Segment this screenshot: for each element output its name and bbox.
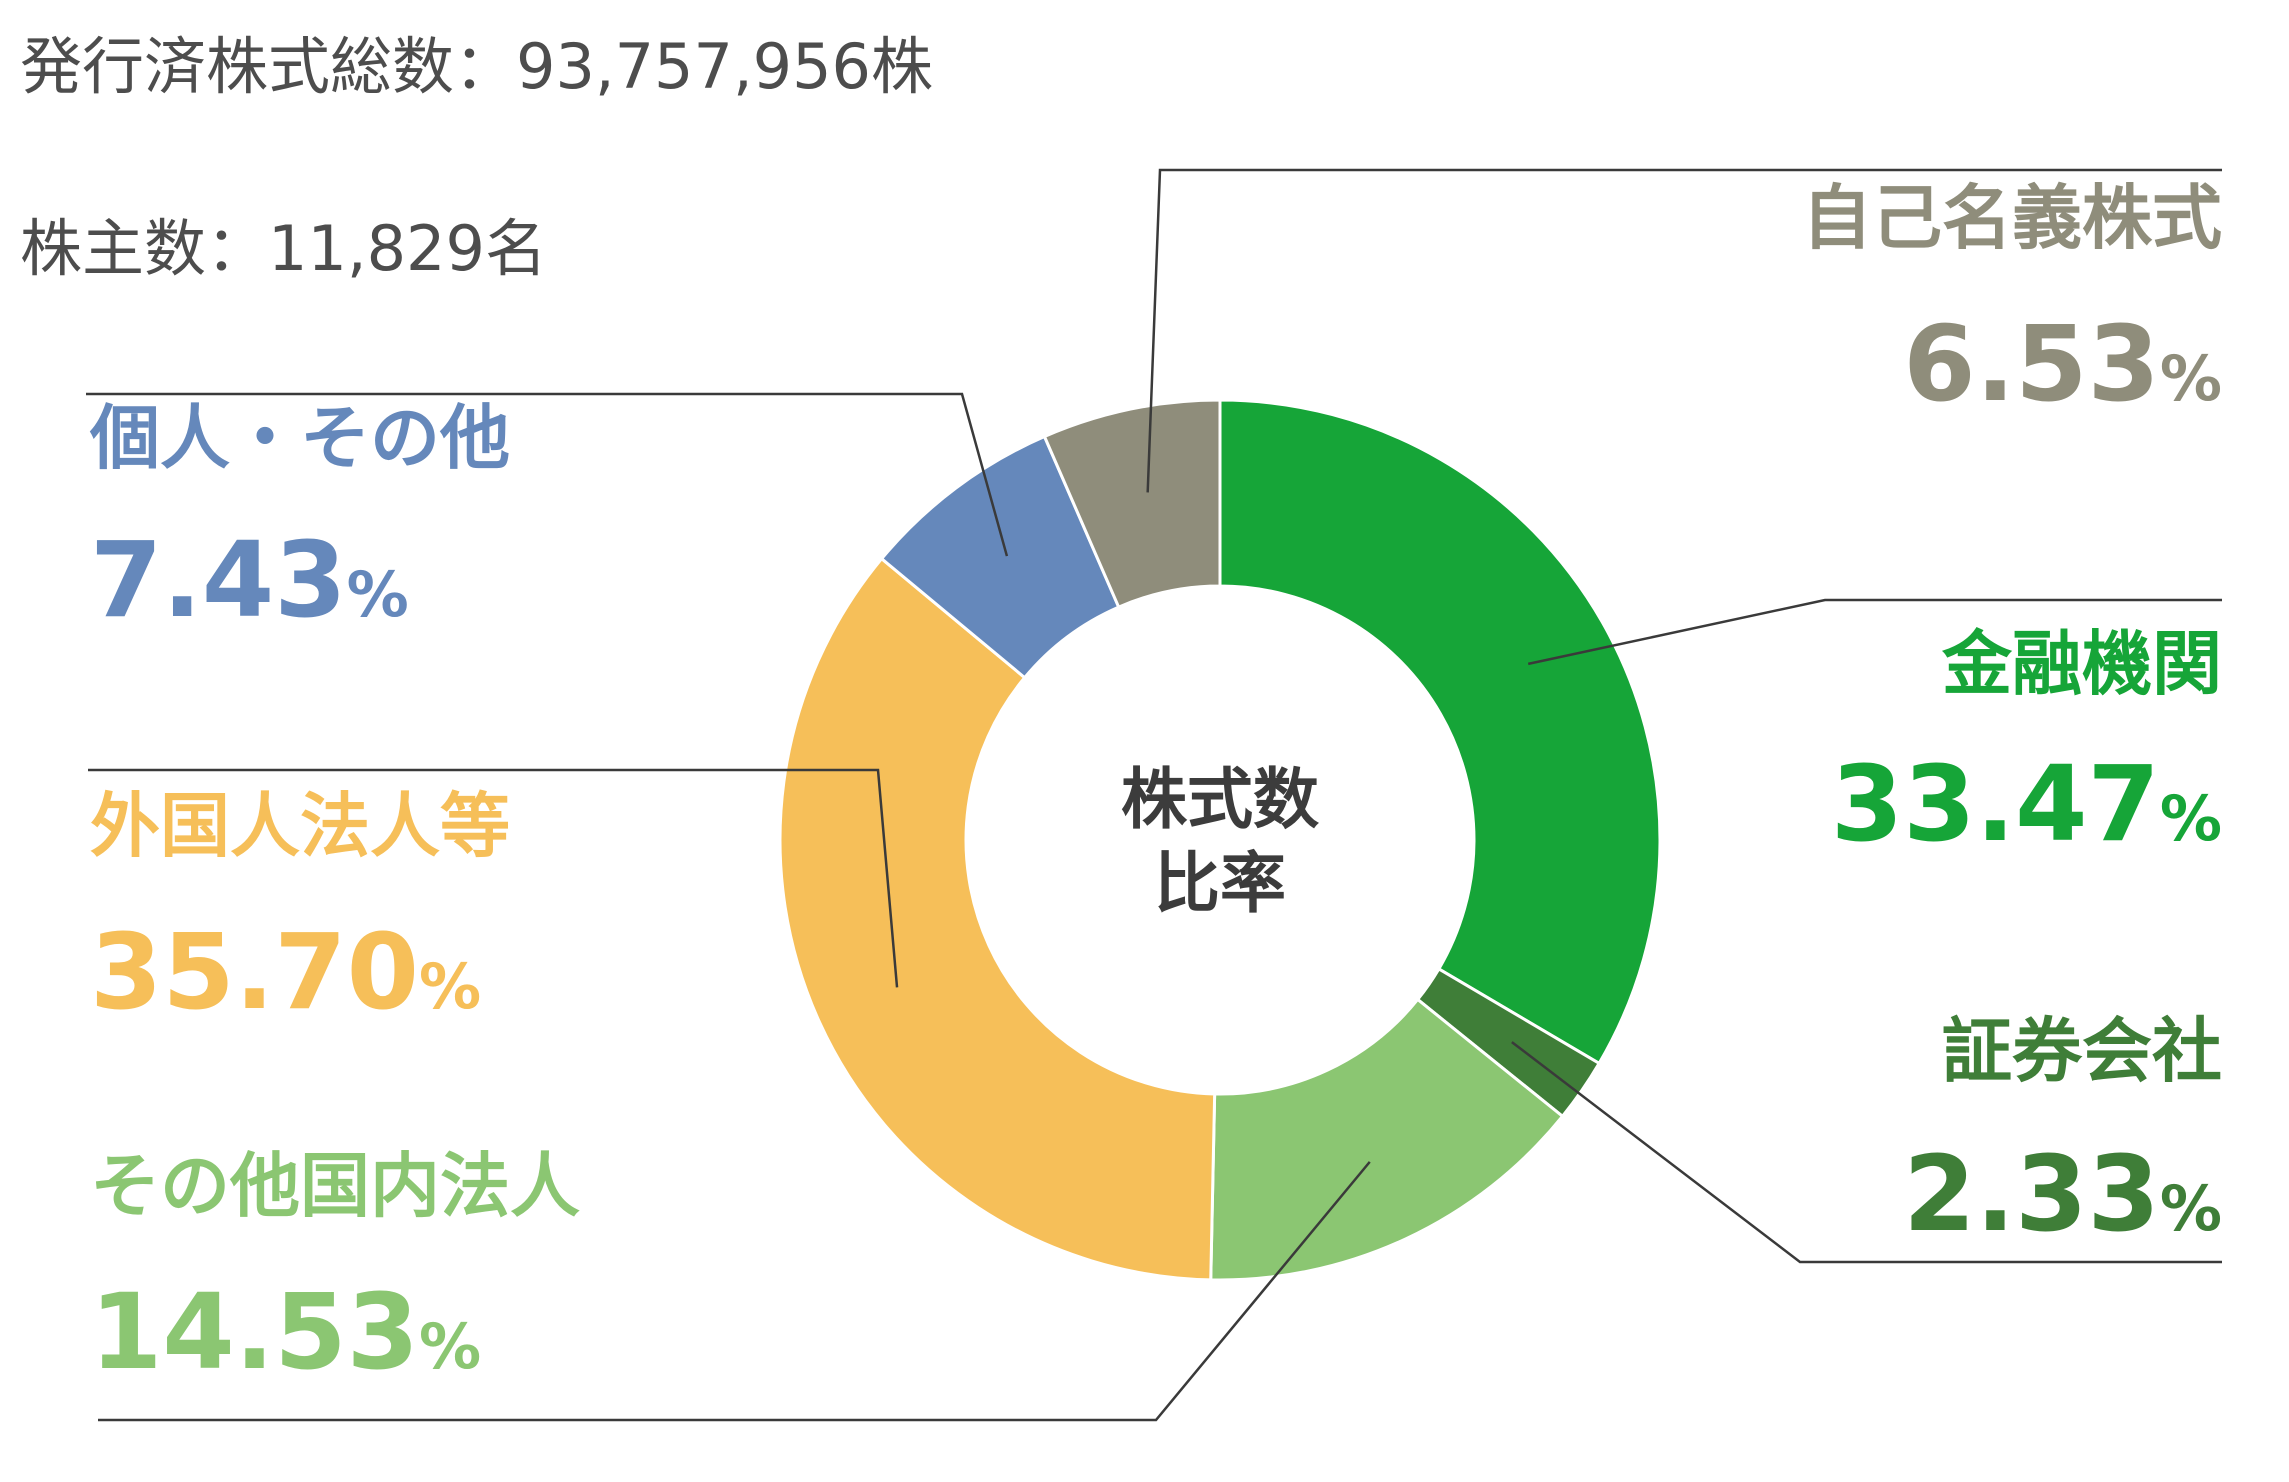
shareholders-count-text: 株主数：11,829名 <box>20 212 547 285</box>
financial-percent-label: 33.47% <box>1831 743 2222 865</box>
other-domestic-percent-label: 14.53% <box>90 1271 481 1393</box>
individual-percent-label: 7.43% <box>90 519 409 641</box>
financial-leader-line <box>1527 598 2222 666</box>
securities-percent-label: 2.33% <box>1903 1133 2222 1255</box>
other-domestic-leader-line <box>98 1161 1371 1422</box>
financial-category-label: 金融機関 <box>1941 623 2222 705</box>
individual-category-label: 個人・その他 <box>89 397 510 479</box>
securities-category-label: 証券会社 <box>1942 1010 2222 1092</box>
treasury-leader-line <box>1146 168 2222 493</box>
seg-other-domestic <box>1209 997 1565 1282</box>
securities-leader-line <box>1511 1041 2222 1264</box>
other-domestic-category-label: その他国内法人 <box>90 1145 580 1227</box>
treasury-category-label: 自己名義株式 <box>1802 177 2222 259</box>
seg-financial <box>1218 398 1662 1066</box>
individual-leader-line <box>86 392 1009 557</box>
foreign-percent-label: 35.70% <box>90 911 481 1033</box>
center-label-line-1: 株式数 <box>1121 761 1319 838</box>
treasury-percent-label: 6.53% <box>1903 303 2222 425</box>
issued-shares-text: 発行済株式総数：93,757,956株 <box>20 30 933 103</box>
center-label-line-2: 比率 <box>1154 845 1286 922</box>
seg-treasury <box>1042 398 1222 610</box>
foreign-leader-line <box>88 768 899 988</box>
seg-foreign <box>778 556 1217 1282</box>
foreign-category-label: 外国人法人等 <box>90 785 510 867</box>
